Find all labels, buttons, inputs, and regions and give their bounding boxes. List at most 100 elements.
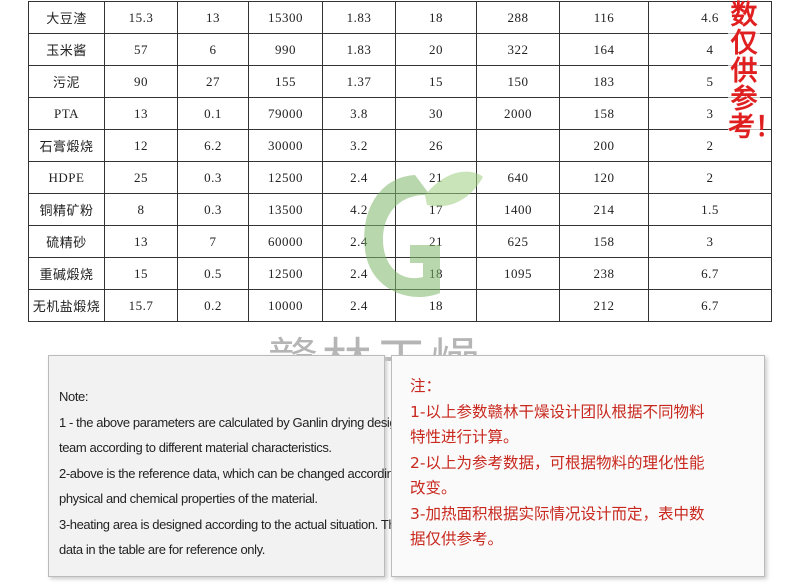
note-line: physical and chemical properties of the … [59,491,318,506]
table-cell: 6.7 [648,289,772,322]
table-cell: 183 [559,65,649,98]
table-row: 石膏煅烧 12 6.2 30000 3.2 26 200 2 [28,129,772,162]
table-cell: 120 [559,161,649,194]
table-cell: 铜精矿粉 [28,193,105,226]
table-cell: 20 [395,33,477,66]
table-row: 污泥 90 27 155 1.37 15 150 183 5 [28,65,772,98]
note-title: Note: [59,389,89,404]
table-cell: 污泥 [28,65,105,98]
table-cell: 25 [104,161,178,194]
table-cell: 6.7 [648,257,772,290]
table-cell: 7 [177,225,249,258]
note-line: 特性进行计算。 [410,428,519,446]
note-line: 2-above is the reference data, which can… [59,465,434,481]
table-cell: 13 [104,97,178,130]
note-line: data in the table are for reference only… [59,542,265,557]
note-line: 改变。 [410,479,457,497]
table-cell: 6 [177,33,249,66]
table-cell: 12500 [248,257,323,290]
table-cell: 990 [248,33,323,66]
table-row: 大豆渣 15.3 13 15300 1.83 18 288 116 4.6 [28,1,772,34]
table-cell: 2000 [476,97,560,130]
table-cell: 大豆渣 [28,1,105,34]
table-cell: 2.4 [322,289,396,322]
table-cell: 13500 [248,193,323,226]
table-cell: 640 [476,161,560,194]
table-cell: 1.83 [322,1,396,34]
table-row: 玉米酱 57 6 990 1.83 20 322 164 4 [28,33,772,66]
note-line: team according to different material cha… [59,440,332,455]
table-cell: 15 [104,257,178,290]
table-cell: 0.1 [177,97,249,130]
table-cell: 158 [559,225,649,258]
table-cell: 硫精砂 [28,225,105,258]
note-line: 1-以上参数赣林干燥设计团队根据不同物料 [410,402,705,421]
note-title: 注： [410,377,442,395]
note-box-zh: 注： 1-以上参数赣林干燥设计团队根据不同物料 特性进行计算。 2-以上为参考数据，可… [391,355,765,577]
table-cell: HDPE [28,161,105,194]
table-cell [476,289,560,322]
note-line: 3-heating area is designed according to … [59,516,403,532]
table-cell: 12 [104,129,178,162]
table-cell: 6.2 [177,129,249,162]
table-row: PTA 13 0.1 79000 3.8 30 2000 158 3 [28,97,772,130]
table-cell: 15.7 [104,289,178,322]
table-cell: 212 [559,289,649,322]
table-cell [476,129,560,162]
table-cell: 13 [104,225,178,258]
note-line: 据仅供参考。 [410,530,504,548]
table-cell: 0.2 [177,289,249,322]
table-cell: 重碱煅烧 [28,257,105,290]
table-cell: 15 [395,65,477,98]
table-cell: 2 [648,161,772,194]
table-cell: 0.5 [177,257,249,290]
table-cell: 200 [559,129,649,162]
table-cell: 60000 [248,225,323,258]
table-cell: 13 [177,1,249,34]
note-line: 2-以上为参考数据，可根据物料的理化性能 [410,453,705,472]
table-cell: 625 [476,225,560,258]
table-cell: 0.3 [177,193,249,226]
table-cell: 238 [559,257,649,290]
table-row: 无机盐煅烧 15.7 0.2 10000 2.4 18 212 6.7 [28,289,772,322]
table-cell: 288 [476,1,560,34]
table-cell: 10000 [248,289,323,322]
logo [364,171,483,298]
note-line: 3-加热面积根据实际情况设计而定，表中数 [410,504,705,523]
table-cell: 0.3 [177,161,249,194]
table-cell: 1.83 [322,33,396,66]
table-cell: 1.5 [648,193,772,226]
table-cell: 1095 [476,257,560,290]
table-cell: 30000 [248,129,323,162]
table-cell: 27 [177,65,249,98]
table-row: 铜精矿粉 8 0.3 13500 4.2 17 1400 214 1.5 [28,193,772,226]
table-cell: 90 [104,65,178,98]
table-cell: 164 [559,33,649,66]
table-cell: 214 [559,193,649,226]
table-cell: 26 [395,129,477,162]
table-cell: 3.2 [322,129,396,162]
table-cell: 15.3 [104,1,178,34]
table-cell: 15300 [248,1,323,34]
table-cell: 无机盐煅烧 [28,289,105,322]
table-cell: 18 [395,1,477,34]
table-cell: 322 [476,33,560,66]
table-cell: 1.37 [322,65,396,98]
table-cell: 116 [559,1,649,34]
table-cell: 12500 [248,161,323,194]
table-cell: 8 [104,193,178,226]
note-box-en: Note: 1 - the above parameters are calcul… [48,355,434,577]
table-cell: 石膏煅烧 [28,129,105,162]
table-cell: 155 [248,65,323,98]
table-cell: 1400 [476,193,560,226]
table-cell: 3.8 [322,97,396,130]
table-cell: 79000 [248,97,323,130]
table-cell: 57 [104,33,178,66]
stamp-text: 数仅供参考！ [728,0,782,143]
table-cell: 玉米酱 [28,33,105,66]
note-line: 1 - the above parameters are calculated … [59,414,404,430]
table-cell: 158 [559,97,649,130]
table-cell: 150 [476,65,560,98]
table-cell: 30 [395,97,477,130]
